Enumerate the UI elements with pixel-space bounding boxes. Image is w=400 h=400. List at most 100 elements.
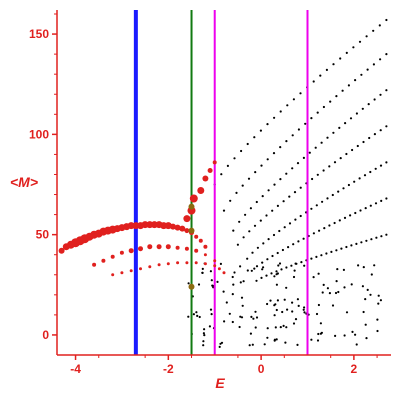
data-point: [291, 301, 294, 304]
data-point: [217, 267, 221, 271]
data-point: [321, 291, 324, 294]
data-point: [362, 310, 365, 314]
data-point: [370, 238, 373, 241]
data-point: [248, 230, 251, 233]
data-point: [345, 245, 348, 249]
data-point: [241, 184, 244, 187]
data-point: [283, 298, 286, 301]
data-point: [379, 93, 382, 96]
data-point: [196, 314, 199, 317]
data-point: [255, 316, 259, 319]
data-point: [385, 18, 388, 22]
data-point: [354, 79, 357, 82]
data-point: [355, 112, 358, 115]
data-point: [326, 287, 329, 290]
x-tick-label: -2: [163, 362, 174, 376]
data-point: [246, 257, 249, 260]
data-point: [292, 98, 295, 101]
data-point: [356, 144, 359, 148]
data-point: [354, 211, 357, 215]
data-point: [320, 254, 323, 257]
data-point: [358, 177, 361, 180]
data-point: [210, 313, 213, 316]
data-point: [236, 243, 239, 246]
data-point: [291, 167, 294, 170]
data-point: [179, 225, 186, 232]
data-point: [281, 310, 284, 314]
data-point: [259, 129, 262, 132]
data-point: [281, 248, 284, 252]
data-point: [119, 250, 124, 255]
data-point: [148, 265, 152, 269]
data-point: [297, 240, 300, 243]
data-point: [385, 89, 388, 92]
data-point: [184, 246, 189, 251]
data-point: [263, 343, 266, 346]
data-point: [317, 272, 320, 275]
data-point: [266, 123, 269, 126]
data-point: [361, 107, 364, 110]
data-point: [266, 336, 269, 339]
data-point: [343, 286, 346, 289]
data-point: [209, 270, 212, 273]
data-point: [176, 261, 180, 265]
data-point: [376, 318, 379, 321]
data-point: [364, 323, 367, 326]
data-point: [240, 296, 244, 299]
data-point: [347, 84, 350, 87]
data-point: [339, 57, 342, 60]
data-point: [216, 280, 219, 283]
data-point: [342, 268, 345, 271]
data-point: [165, 244, 171, 250]
data-point: [370, 273, 373, 276]
data-point: [273, 116, 276, 119]
data-point: [349, 117, 353, 120]
data-point: [276, 299, 279, 302]
data-point: [288, 195, 291, 198]
data-point: [363, 174, 367, 177]
data-point: [197, 187, 205, 194]
data-point: [310, 257, 313, 260]
data-point: [328, 292, 331, 295]
data-point: [311, 177, 314, 181]
y-axis-label: <M>: [10, 174, 38, 190]
data-point: [261, 261, 264, 264]
data-point: [156, 244, 162, 250]
data-point: [310, 338, 313, 341]
data-point: [355, 242, 358, 245]
data-point: [189, 194, 198, 203]
y-tick-label: 100: [29, 127, 49, 141]
data-point: [362, 266, 365, 269]
data-point: [251, 343, 254, 346]
data-point: [326, 197, 329, 200]
data-point: [310, 117, 313, 120]
data-point: [279, 146, 282, 149]
plot-area: [58, 10, 388, 355]
data-point: [293, 269, 296, 272]
data-point: [233, 157, 236, 160]
data-point: [291, 310, 294, 313]
data-point: [242, 280, 245, 283]
data-point: [285, 140, 288, 143]
data-point: [302, 156, 305, 159]
data-point: [296, 162, 300, 165]
data-point: [357, 264, 360, 267]
data-point: [376, 329, 379, 333]
data-point: [194, 234, 199, 239]
data-point: [312, 80, 315, 83]
data-point: [249, 332, 252, 335]
data-point: [377, 302, 380, 305]
data-point: [337, 290, 340, 294]
data-point: [58, 247, 65, 254]
data-point: [203, 262, 207, 266]
data-point: [303, 311, 306, 314]
data-point: [343, 334, 346, 337]
data-point: [318, 229, 321, 232]
data-point: [231, 320, 234, 324]
data-point: [275, 338, 278, 341]
data-point: [101, 258, 106, 263]
data-point: [254, 171, 257, 174]
data-point: [262, 266, 265, 269]
data-point: [247, 177, 251, 180]
